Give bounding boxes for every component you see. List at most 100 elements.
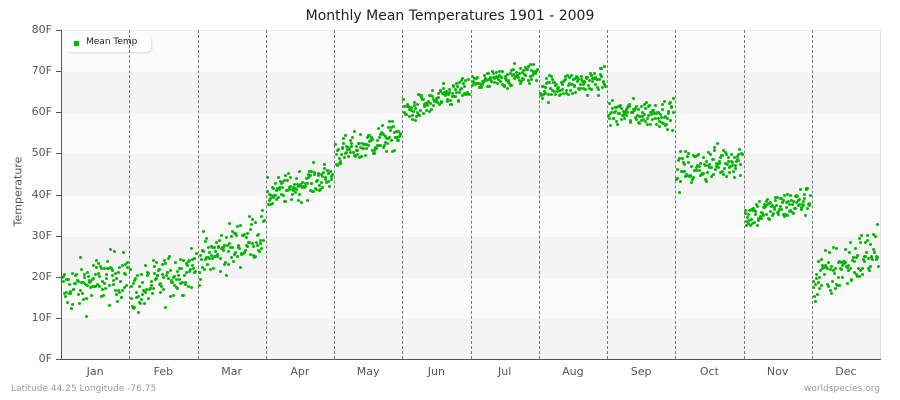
data-point xyxy=(658,113,662,117)
data-point xyxy=(352,150,356,154)
data-point xyxy=(190,246,194,250)
data-point xyxy=(794,195,798,199)
data-point xyxy=(837,259,841,263)
data-point xyxy=(193,270,197,274)
data-point xyxy=(316,173,320,177)
data-point xyxy=(513,77,517,81)
data-point xyxy=(812,295,816,299)
data-point xyxy=(460,87,464,91)
data-point xyxy=(124,262,128,266)
data-point xyxy=(757,219,761,223)
data-point xyxy=(707,151,711,154)
data-point xyxy=(403,104,407,108)
data-point xyxy=(458,91,462,95)
data-point xyxy=(260,209,264,213)
x-tick-label: Oct xyxy=(699,365,719,378)
data-point xyxy=(151,292,154,296)
data-point xyxy=(208,267,212,271)
data-point xyxy=(91,264,95,268)
data-point xyxy=(680,157,684,161)
data-point xyxy=(578,83,582,87)
data-point xyxy=(709,175,713,179)
data-point xyxy=(108,283,112,287)
source-link[interactable]: worldspecies.org xyxy=(803,384,880,394)
data-point xyxy=(750,209,754,213)
data-point xyxy=(541,85,545,89)
data-point xyxy=(118,266,122,270)
data-point xyxy=(485,79,488,83)
data-point xyxy=(753,220,757,224)
data-point xyxy=(440,101,444,105)
data-point xyxy=(518,81,522,85)
data-point xyxy=(591,79,595,83)
data-point xyxy=(787,199,790,203)
data-point xyxy=(658,119,662,123)
data-point xyxy=(872,247,876,251)
data-point xyxy=(405,112,409,116)
data-point xyxy=(364,142,368,146)
data-point xyxy=(805,186,809,190)
data-point xyxy=(549,75,553,79)
data-point xyxy=(225,236,229,240)
data-point xyxy=(620,107,624,111)
data-point xyxy=(503,76,507,80)
data-point xyxy=(70,306,74,310)
data-point xyxy=(115,300,119,304)
data-point xyxy=(67,282,71,286)
data-point xyxy=(314,188,318,191)
data-point xyxy=(134,276,138,280)
data-point xyxy=(136,295,140,299)
data-point xyxy=(725,175,729,179)
data-point xyxy=(500,76,504,80)
data-point xyxy=(648,103,652,107)
data-point xyxy=(599,66,603,70)
data-point xyxy=(286,178,290,182)
data-point xyxy=(660,108,664,112)
data-point xyxy=(774,198,778,202)
data-point xyxy=(62,292,66,296)
data-point xyxy=(349,151,353,155)
data-point xyxy=(180,266,183,270)
data-point xyxy=(819,268,822,272)
data-point xyxy=(166,277,170,281)
data-point xyxy=(602,82,606,86)
data-point xyxy=(660,120,664,124)
x-tick-label: Dec xyxy=(835,365,857,378)
data-point xyxy=(161,287,165,291)
data-point xyxy=(733,156,737,160)
data-point xyxy=(192,256,196,260)
data-point xyxy=(310,169,314,173)
data-point xyxy=(503,84,507,88)
data-point xyxy=(484,76,488,80)
data-point xyxy=(722,167,726,171)
data-point xyxy=(615,119,619,123)
data-point xyxy=(192,266,196,270)
data-point xyxy=(125,283,129,287)
data-point xyxy=(151,259,155,263)
data-point xyxy=(319,173,323,177)
legend[interactable]: Mean Temp xyxy=(66,35,151,52)
data-point xyxy=(677,157,681,161)
data-point xyxy=(579,87,583,91)
data-point xyxy=(788,209,792,213)
data-point xyxy=(326,169,330,173)
data-point xyxy=(243,251,247,255)
data-point xyxy=(69,290,73,294)
data-point xyxy=(183,274,187,278)
data-point xyxy=(271,186,275,190)
data-point xyxy=(650,117,654,121)
data-point xyxy=(90,277,94,281)
data-point xyxy=(144,287,148,291)
data-point xyxy=(93,284,97,288)
data-point xyxy=(530,73,534,77)
data-point xyxy=(129,284,133,288)
data-point xyxy=(613,110,617,114)
data-point xyxy=(873,235,877,239)
data-point xyxy=(420,93,424,97)
data-point xyxy=(63,272,67,276)
data-point xyxy=(244,249,248,253)
data-point xyxy=(72,287,76,291)
data-point xyxy=(329,178,333,182)
data-point xyxy=(126,266,130,270)
data-point xyxy=(431,94,435,98)
